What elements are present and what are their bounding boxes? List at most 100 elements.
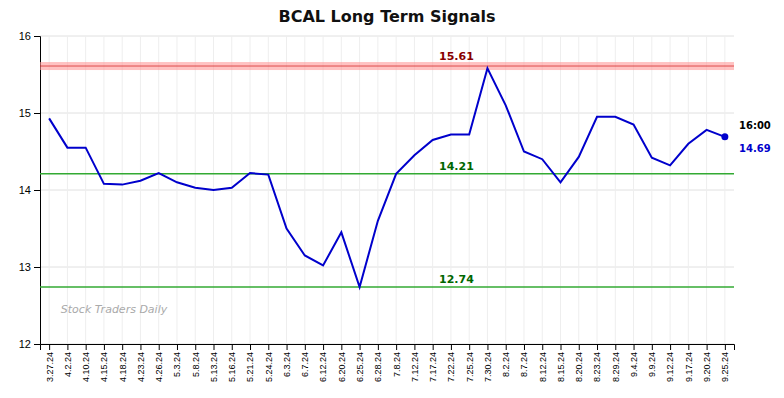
x-tick: 7.17.24 — [428, 344, 438, 382]
x-tick-label: 9.12.24 — [665, 352, 675, 382]
x-tick-mark — [487, 344, 488, 350]
x-tick-mark — [561, 344, 562, 350]
grid-line — [40, 267, 734, 268]
grid-line — [40, 190, 734, 191]
x-tick-label: 6.12.24 — [318, 352, 328, 382]
endpoint-dot — [721, 133, 728, 140]
title: BCAL Long Term Signals — [278, 7, 495, 26]
x-tick: 8.7.24 — [519, 344, 529, 377]
x-tick-mark — [414, 344, 415, 350]
x-tick-mark — [378, 344, 379, 350]
x-tick: 4.2.24 — [63, 344, 73, 377]
y-tick: 13 — [19, 261, 40, 273]
y-tick-mark — [34, 344, 40, 345]
watermark: Stock Traders Daily — [61, 303, 168, 316]
x-tick-label: 7.12.24 — [410, 352, 420, 382]
x-tick: 6.12.24 — [318, 344, 328, 382]
x-tick-label: 4.26.24 — [154, 352, 164, 382]
x-tick-mark — [214, 344, 215, 350]
x-tick-mark — [122, 344, 123, 350]
x-tick-label: 8.15.24 — [556, 352, 566, 382]
grid — [40, 36, 734, 344]
x-tick: 4.18.24 — [118, 344, 128, 382]
grid-line — [231, 36, 232, 344]
grid-line — [359, 36, 360, 344]
x-tick-label: 9.17.24 — [684, 352, 694, 382]
x-tick-mark — [195, 344, 196, 350]
grid-line — [578, 36, 579, 344]
x-tick: 7.12.24 — [410, 344, 420, 382]
x-tick-label: 9.20.24 — [702, 352, 712, 382]
marks — [40, 62, 734, 287]
x-tick: 6.20.24 — [337, 344, 347, 382]
x-tick: 5.21.24 — [245, 344, 255, 382]
y-tick-mark — [34, 36, 40, 37]
x-tick-mark — [688, 344, 689, 350]
x-tick-mark — [159, 344, 160, 350]
x-tick-label: 8.20.24 — [574, 352, 584, 382]
x-tick: 5.24.24 — [264, 344, 274, 382]
x-tick-mark — [323, 344, 324, 350]
reference-band — [40, 62, 734, 70]
grid-line — [432, 36, 433, 344]
grid-line — [542, 36, 543, 344]
grid-line — [706, 36, 707, 344]
grid-line — [85, 36, 86, 344]
y-tick: 15 — [19, 107, 40, 119]
x-tick-label: 6.28.24 — [373, 352, 383, 382]
x-tick: 9.9.24 — [647, 344, 657, 377]
y-tick-mark — [34, 190, 40, 191]
x-tick-mark — [634, 344, 635, 350]
x-tick: 9.25.24 — [720, 344, 730, 382]
endpoint-label: 14.69 — [739, 143, 771, 154]
grid-line — [688, 36, 689, 344]
grid-line — [323, 36, 324, 344]
grid-line — [597, 36, 598, 344]
x-tick-mark — [506, 344, 507, 350]
grid-line — [396, 36, 397, 344]
x-tick: 5.13.24 — [209, 344, 219, 382]
x-tick-label: 5.13.24 — [209, 352, 219, 382]
x-tick: 4.26.24 — [154, 344, 164, 382]
grid-line — [103, 36, 104, 344]
y-tick-label: 12 — [19, 338, 31, 350]
grid-line — [49, 36, 50, 344]
x-tick-mark — [250, 344, 251, 350]
x-tick-label: 8.2.24 — [501, 352, 511, 377]
reference-label: 15.61 — [439, 50, 474, 63]
x-tick-mark — [396, 344, 397, 350]
x-tick: 4.15.24 — [99, 344, 109, 382]
x-tick-mark — [360, 344, 361, 350]
endpoint-label: 16:00 — [739, 120, 771, 131]
x-tick-mark — [524, 344, 525, 350]
grid-line — [67, 36, 68, 344]
grid-line — [195, 36, 196, 344]
y-tick-mark — [34, 113, 40, 114]
x-tick-label: 4.15.24 — [99, 352, 109, 382]
x-tick: 8.12.24 — [538, 344, 548, 382]
x-tick-mark — [86, 344, 87, 350]
x-tick-label: 7.30.24 — [483, 352, 493, 382]
x-tick: 9.12.24 — [665, 344, 675, 382]
y-axis: 1213141516 — [19, 30, 41, 350]
x-tick-label: 8.12.24 — [538, 352, 548, 382]
grid-line — [158, 36, 159, 344]
grid-line — [560, 36, 561, 344]
x-axis: 3.27.244.2.244.10.244.15.244.18.244.23.2… — [41, 344, 735, 382]
x-tick-label: 6.7.24 — [300, 352, 310, 377]
grid-line — [40, 36, 734, 37]
x-axis-line — [41, 345, 735, 351]
grid-line — [615, 36, 616, 344]
y-tick-mark — [34, 267, 40, 268]
x-tick-label: 5.21.24 — [245, 352, 255, 382]
y-tick: 12 — [19, 338, 40, 350]
x-tick-mark — [433, 344, 434, 350]
x-tick-label: 5.16.24 — [227, 352, 237, 382]
x-tick-label: 8.29.24 — [611, 352, 621, 382]
y-tick: 16 — [19, 30, 40, 42]
x-tick: 8.20.24 — [574, 344, 584, 382]
x-tick-label: 6.3.24 — [282, 352, 292, 377]
x-tick-label: 6.20.24 — [337, 352, 347, 382]
grid-line — [414, 36, 415, 344]
reference-label: 14.21 — [439, 160, 474, 173]
